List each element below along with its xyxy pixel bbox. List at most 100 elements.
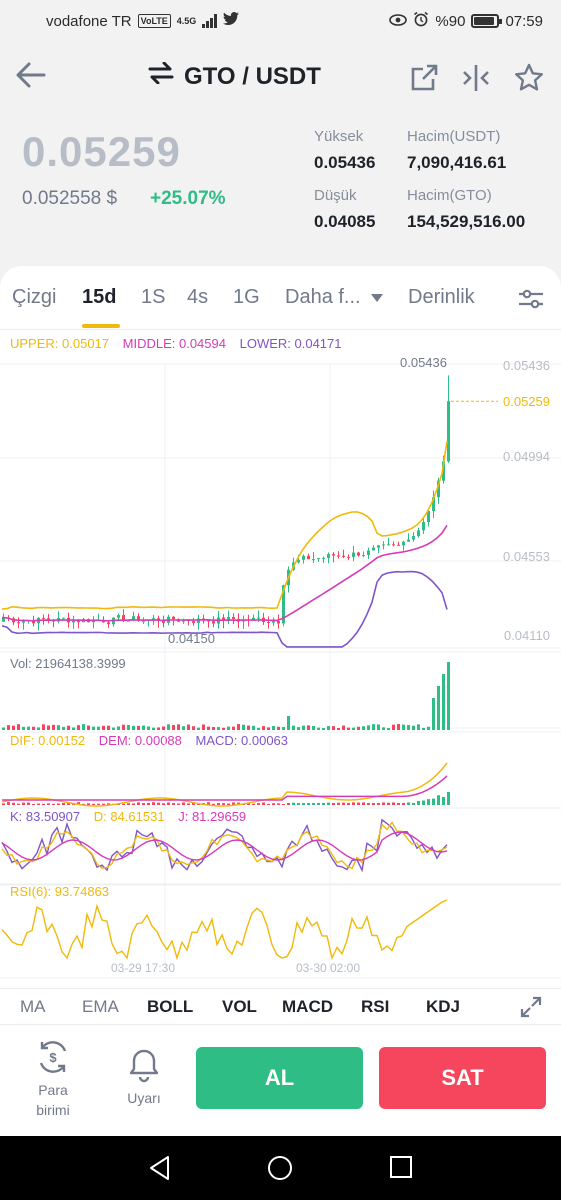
boll-middle-line bbox=[1, 524, 448, 622]
indicator-tabs: MA EMA BOLL VOL MACD RSI KDJ bbox=[0, 988, 561, 1024]
macd-bar bbox=[172, 803, 175, 805]
volume-bar bbox=[377, 724, 380, 730]
volume-bar bbox=[207, 726, 210, 730]
volume-bar bbox=[287, 716, 290, 730]
macd-bar bbox=[42, 803, 45, 805]
low-marker-label: 0.04150 bbox=[168, 631, 215, 646]
compare-icon[interactable] bbox=[461, 63, 491, 98]
pair-selector[interactable]: GTO / USDT bbox=[148, 61, 321, 91]
macd-bar bbox=[397, 803, 400, 805]
volume-bar bbox=[292, 725, 295, 730]
volume-bar bbox=[107, 725, 110, 730]
volume-bar bbox=[52, 724, 55, 730]
indicator-vol[interactable]: VOL bbox=[222, 997, 257, 1016]
volume-bar bbox=[182, 726, 185, 730]
axis-labels: 0.05436 0.04994 0.04553 0.04110 0.05259 0.054… bbox=[111, 355, 550, 975]
macd-bar bbox=[122, 803, 125, 805]
candle bbox=[402, 541, 405, 546]
nav-back-icon[interactable] bbox=[146, 1154, 174, 1187]
macd-bar bbox=[57, 803, 60, 805]
indicator-boll[interactable]: BOLL bbox=[147, 997, 194, 1016]
indicator-kdj[interactable]: KDJ bbox=[426, 997, 461, 1016]
candle bbox=[342, 555, 345, 557]
candle bbox=[412, 536, 415, 540]
tab-4h[interactable]: 4s bbox=[187, 286, 209, 308]
alert-button[interactable]: Uyarı bbox=[120, 1047, 168, 1108]
volume-bar bbox=[12, 725, 15, 730]
volume-bar bbox=[367, 725, 370, 730]
macd-bar bbox=[277, 803, 280, 805]
candles bbox=[2, 375, 450, 631]
macd-bar bbox=[437, 795, 440, 805]
buy-button[interactable]: AL bbox=[196, 1047, 363, 1109]
indicator-ma[interactable]: MA bbox=[20, 997, 46, 1016]
volume-bar bbox=[7, 725, 10, 730]
macd-bar bbox=[337, 802, 340, 805]
vol-gto-label: Hacim(GTO) bbox=[407, 187, 492, 204]
macd-bar bbox=[67, 802, 70, 805]
price-axis-label: 0.05436 bbox=[503, 358, 550, 373]
chart-interval-tabs: Çizgi 15d 1S 4s 1G Daha f... Derinlik bbox=[0, 266, 561, 330]
tab-more-label: Daha f... bbox=[285, 286, 361, 308]
currency-button[interactable]: $ Para birimi bbox=[26, 1039, 80, 1120]
macd-bar bbox=[392, 802, 395, 805]
chart-settings-icon[interactable] bbox=[517, 288, 545, 315]
boll-upper-line bbox=[1, 441, 448, 610]
indicator-rsi[interactable]: RSI bbox=[361, 997, 390, 1016]
volume-bar bbox=[127, 725, 130, 730]
macd-bar bbox=[32, 803, 35, 805]
macd-bar bbox=[372, 803, 375, 805]
back-arrow-icon[interactable] bbox=[14, 58, 54, 98]
candle bbox=[427, 510, 430, 523]
price-change: +25.07% bbox=[150, 188, 226, 209]
candle bbox=[22, 621, 25, 623]
volume-bar bbox=[57, 725, 60, 730]
indicator-macd[interactable]: MACD bbox=[282, 997, 333, 1016]
expand-icon[interactable] bbox=[519, 995, 543, 1024]
indicator-ema[interactable]: EMA bbox=[82, 997, 119, 1016]
tab-15m[interactable]: 15d bbox=[82, 286, 117, 308]
candle bbox=[137, 616, 140, 621]
volume-bar bbox=[392, 724, 395, 730]
macd-bar bbox=[97, 803, 100, 805]
current-price-label: 0.05259 bbox=[503, 394, 550, 409]
volume-bar bbox=[302, 725, 305, 730]
tab-1d[interactable]: 1G bbox=[233, 286, 260, 308]
macd-bar bbox=[332, 803, 335, 805]
volume-bars bbox=[2, 662, 450, 730]
currency-exchange-icon: $ bbox=[39, 1041, 67, 1073]
volume-bar bbox=[217, 727, 220, 730]
chart-card: Çizgi 15d 1S 4s 1G Daha f... Derinlik bbox=[0, 266, 561, 1034]
macd-bar bbox=[327, 802, 330, 805]
macd-value: MACD: 0.00063 bbox=[195, 733, 289, 748]
candle bbox=[142, 620, 145, 622]
tab-more[interactable]: Daha f... bbox=[285, 286, 384, 309]
system-nav-bar bbox=[0, 1136, 561, 1200]
sell-button[interactable]: SAT bbox=[379, 1047, 546, 1109]
nav-recents-icon[interactable] bbox=[388, 1154, 414, 1185]
volume-bar bbox=[167, 724, 170, 730]
nav-home-icon[interactable] bbox=[266, 1154, 294, 1187]
macd-bar bbox=[302, 803, 305, 805]
macd-bar bbox=[247, 802, 250, 805]
macd-bar bbox=[177, 803, 180, 805]
tab-line[interactable]: Çizgi bbox=[12, 286, 57, 308]
volume-bar bbox=[97, 726, 100, 730]
macd-bar bbox=[237, 802, 240, 805]
tab-depth[interactable]: Derinlik bbox=[408, 286, 475, 308]
high-marker-label: 0.05436 bbox=[400, 355, 447, 370]
volume-bar bbox=[222, 727, 225, 730]
price-axis-label: 0.04110 bbox=[504, 628, 550, 643]
candlestick-chart[interactable]: 0.05436 0.04994 0.04553 0.04110 0.05259 0.054… bbox=[0, 330, 561, 988]
star-icon[interactable] bbox=[513, 62, 545, 99]
macd-bar bbox=[427, 799, 430, 805]
low-value: 0.04085 bbox=[314, 212, 376, 231]
volume-bar bbox=[82, 724, 85, 730]
tab-1h[interactable]: 1S bbox=[141, 286, 166, 308]
macd-bar bbox=[407, 802, 410, 805]
candle bbox=[92, 620, 95, 623]
volume-bar bbox=[442, 674, 445, 730]
low-label: Düşük bbox=[314, 187, 357, 204]
share-icon[interactable] bbox=[409, 63, 439, 98]
macd-bar bbox=[287, 803, 290, 805]
